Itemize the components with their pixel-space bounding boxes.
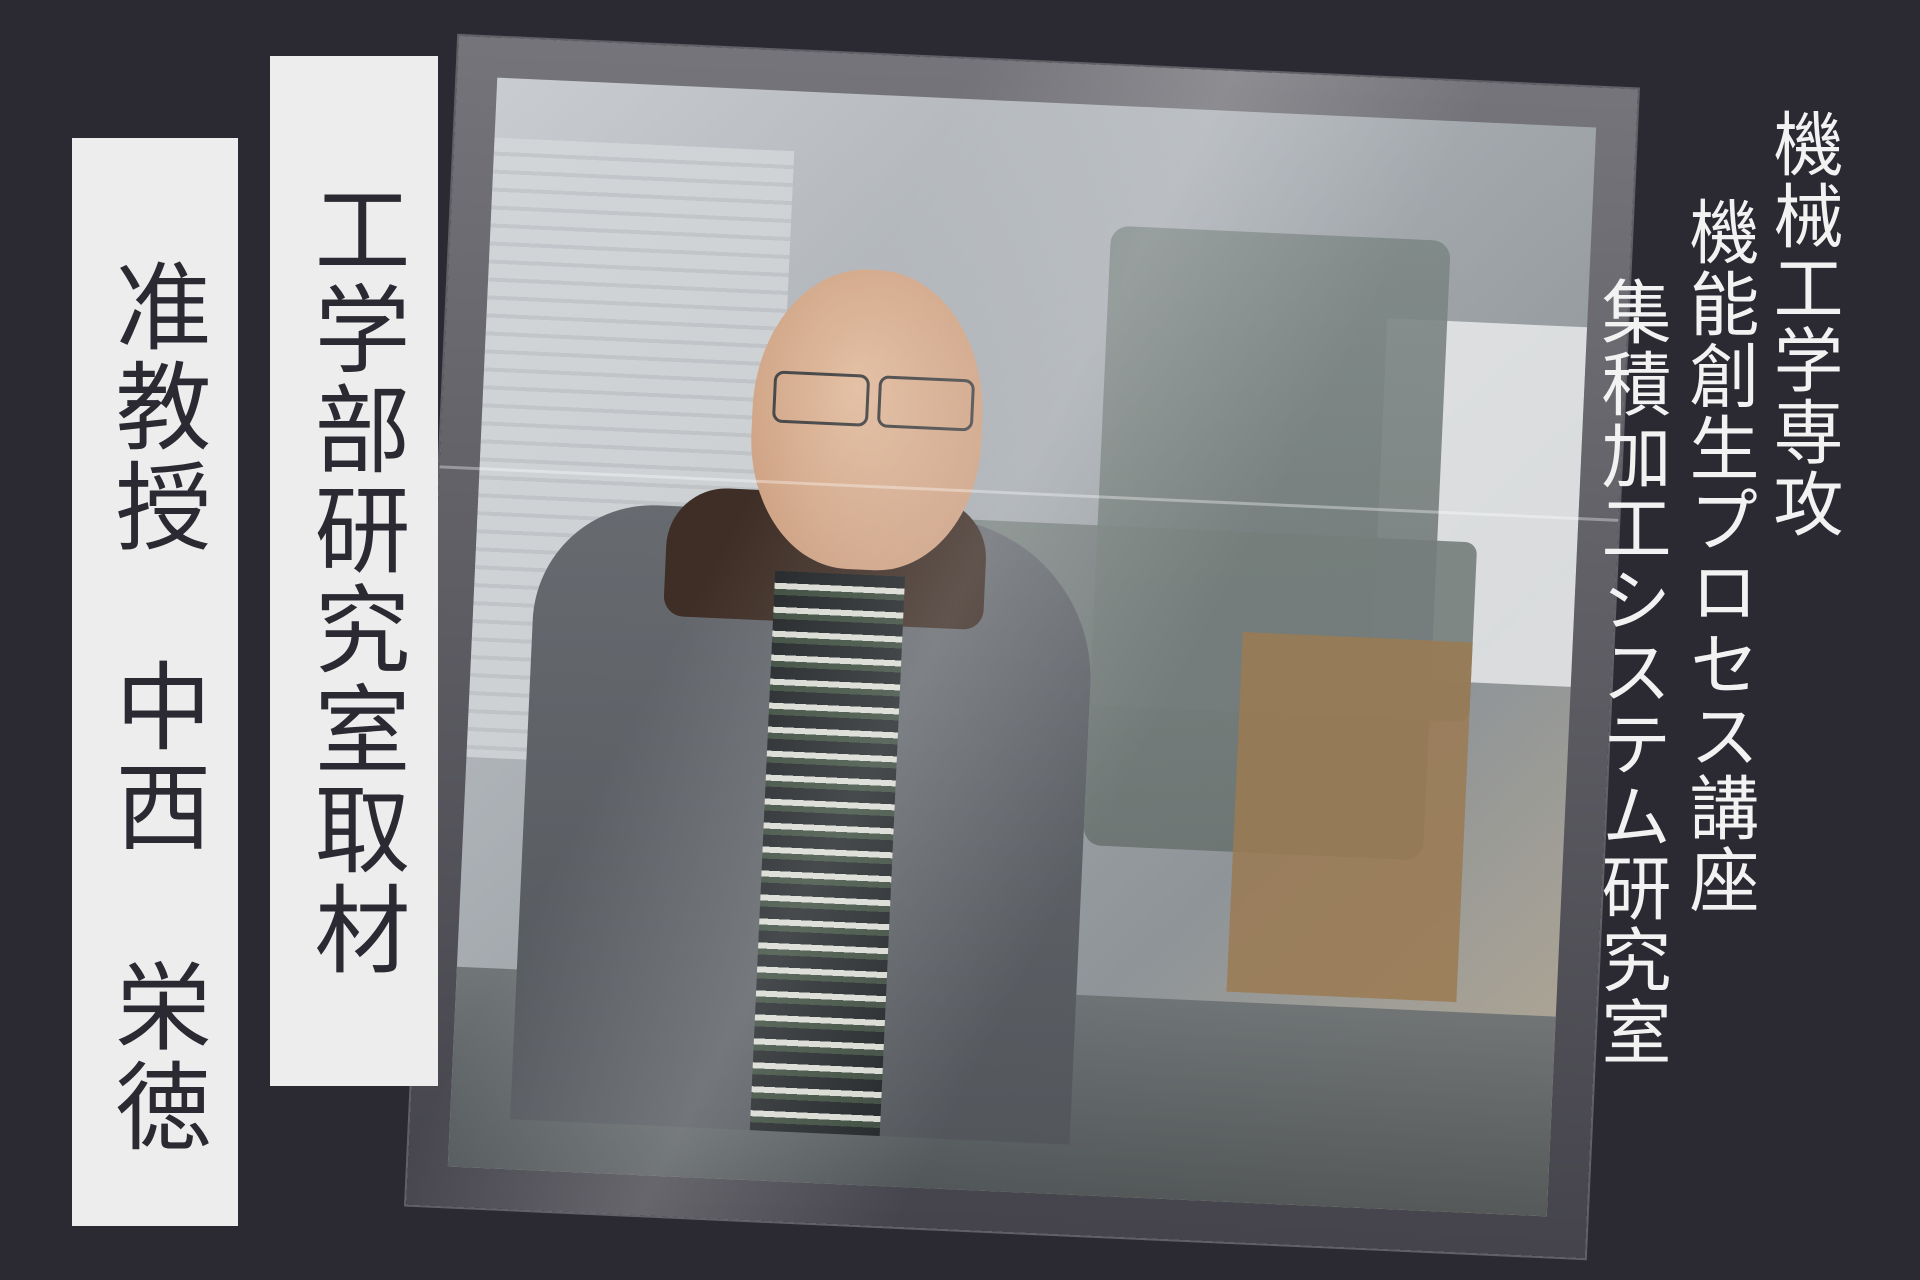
title-label: 工学部研究室取材 [270,56,438,1086]
department-line-2: 機能創生プロセス講座 [1678,196,1760,916]
striped-shirt [749,570,906,1137]
photo-frame [406,35,1638,1259]
interview-photo [447,77,1597,1217]
glasses-left-lens [771,370,871,427]
department-line-3: 集積加工システム研究室 [1590,276,1672,1068]
professor-figure [448,78,1596,1217]
person-label: 准教授 中西 栄徳 [72,138,238,1226]
department-line-1: 機械工学専攻 [1762,108,1844,540]
glasses-right-lens [876,375,976,432]
